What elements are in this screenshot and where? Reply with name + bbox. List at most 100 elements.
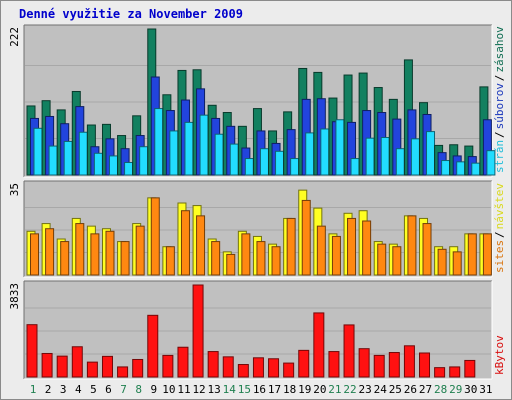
x-tick-label-day-1: 1: [30, 383, 37, 396]
legend-strán: strán: [493, 140, 506, 173]
x-tick-label-day-26: 26: [404, 383, 417, 396]
bar-top-strán-day-11: [184, 121, 194, 176]
x-tick-label-day-20: 20: [313, 383, 326, 396]
x-tick-label-day-17: 17: [268, 383, 281, 396]
bar-middle-sites-day-15: [241, 233, 251, 276]
y-max-label: 222: [8, 27, 21, 47]
bar-bottom-kBytov-day-9: [147, 314, 159, 378]
x-tick-label-day-23: 23: [359, 383, 372, 396]
bar-middle-sites-day-24: [377, 243, 387, 276]
bar-bottom-kBytov-day-17: [268, 358, 280, 378]
bar-middle-sites-day-1: [30, 233, 39, 276]
x-tick-label-day-9: 9: [150, 383, 157, 396]
y-max-label: 35: [8, 183, 21, 196]
bar-top-strán-day-18: [290, 158, 300, 176]
bar-middle-sites-day-19: [301, 199, 311, 276]
bar-top-strán-day-8: [139, 146, 149, 176]
bar-top-strán-day-25: [395, 148, 405, 176]
bar-middle-sites-day-14: [226, 253, 236, 276]
bar-bottom-kBytov-day-14: [222, 356, 234, 378]
bar-middle-sites-day-9: [150, 197, 160, 276]
x-tick-label-day-12: 12: [192, 383, 205, 396]
bar-top-strán-day-28: [441, 160, 451, 176]
x-tick-label-day-5: 5: [90, 383, 97, 396]
bar-bottom-kBytov-day-24: [373, 354, 385, 378]
bar-bottom-kBytov-day-20: [313, 312, 325, 378]
bar-top-strán-day-4: [78, 131, 88, 176]
y-max-label: 3833: [8, 283, 21, 310]
bar-middle-sites-day-20: [316, 225, 326, 276]
bar-top-strán-day-3: [63, 140, 73, 176]
x-tick-label-day-18: 18: [283, 383, 296, 396]
x-tick-label-day-29: 29: [449, 383, 462, 396]
bar-bottom-kBytov-day-3: [56, 355, 68, 378]
bar-middle-sites-day-22: [347, 217, 357, 276]
x-tick-label-day-10: 10: [162, 383, 175, 396]
x-tick-label-day-7: 7: [120, 383, 127, 396]
x-tick-label-day-24: 24: [374, 383, 388, 396]
bar-top-strán-day-13: [214, 133, 224, 176]
x-tick-label-day-15: 15: [238, 383, 251, 396]
x-tick-label-day-11: 11: [177, 383, 190, 396]
bar-top-strán-day-27: [426, 131, 436, 176]
legend-sites: sites: [493, 240, 506, 273]
bar-bottom-kBytov-day-23: [358, 348, 370, 378]
bar-top-strán-day-24: [380, 137, 390, 176]
bar-middle-sites-day-23: [362, 220, 372, 276]
bar-middle-sites-day-31: [482, 233, 492, 276]
x-tick-label-day-8: 8: [135, 383, 142, 396]
bar-top-strán-day-12: [199, 114, 209, 176]
bar-bottom-kBytov-day-12: [192, 284, 204, 378]
bar-bottom-kBytov-day-30: [464, 359, 476, 378]
bar-middle-sites-day-18: [286, 217, 296, 276]
bar-bottom-kBytov-day-2: [41, 352, 53, 378]
bar-bottom-kBytov-day-29: [449, 366, 461, 378]
x-tick-label-day-3: 3: [60, 383, 67, 396]
bar-middle-sites-day-7: [120, 241, 130, 276]
bar-top-strán-day-17: [275, 150, 285, 176]
x-tick-label-day-6: 6: [105, 383, 112, 396]
bar-top-strán-day-26: [410, 138, 420, 176]
bar-bottom-kBytov-day-27: [419, 352, 431, 378]
bar-middle-sites-day-30: [467, 233, 477, 276]
bar-middle-sites-day-4: [75, 223, 85, 276]
bar-middle-sites-day-3: [60, 241, 70, 276]
bar-bottom-kBytov-day-11: [177, 346, 189, 378]
bar-bottom-kBytov-day-25: [388, 352, 400, 378]
bar-bottom-kBytov-day-22: [343, 324, 355, 378]
bar-bottom-kBytov-day-26: [403, 345, 415, 378]
bar-top-strán-day-31: [486, 150, 496, 176]
bar-bottom-kBytov-day-4: [71, 346, 83, 378]
bar-middle-sites-day-8: [135, 225, 145, 276]
bar-bottom-kBytov-day-10: [162, 354, 174, 378]
bar-top-strán-day-22: [350, 158, 360, 176]
bar-middle-sites-day-17: [271, 246, 281, 276]
legend-kBytov: kBytov: [493, 335, 506, 375]
bar-bottom-kBytov-day-13: [207, 351, 219, 378]
bar-bottom-kBytov-day-19: [298, 349, 310, 378]
bar-top-strán-day-29: [456, 161, 466, 176]
x-tick-label-day-30: 30: [464, 383, 477, 396]
bar-middle-sites-day-6: [105, 230, 115, 276]
legend-návštev: návštev: [493, 183, 506, 230]
x-tick-label-day-22: 22: [343, 383, 356, 396]
x-tick-label-day-4: 4: [75, 383, 82, 396]
bar-top-strán-day-5: [93, 152, 103, 176]
x-tick-label-day-25: 25: [389, 383, 402, 396]
bar-middle-sites-day-29: [452, 251, 462, 276]
x-tick-label-day-28: 28: [434, 383, 447, 396]
bar-top-strán-day-9: [154, 108, 164, 176]
chart-title: Denné využitie za November 2009: [19, 7, 243, 21]
bar-middle-sites-day-5: [90, 233, 100, 276]
bar-bottom-kBytov-day-5: [86, 361, 98, 378]
x-tick-label-day-31: 31: [479, 383, 492, 396]
bar-middle-sites-day-10: [165, 246, 175, 276]
x-tick-label-day-27: 27: [419, 383, 432, 396]
bar-bottom-kBytov-day-7: [117, 366, 129, 378]
bar-bottom-kBytov-day-16: [252, 357, 264, 378]
bar-top-strán-day-6: [108, 155, 118, 176]
x-tick-label-day-19: 19: [298, 383, 311, 396]
bar-middle-sites-day-16: [256, 241, 266, 276]
bar-bottom-kBytov-day-18: [283, 362, 295, 378]
bar-bottom-kBytov-day-21: [328, 351, 340, 378]
